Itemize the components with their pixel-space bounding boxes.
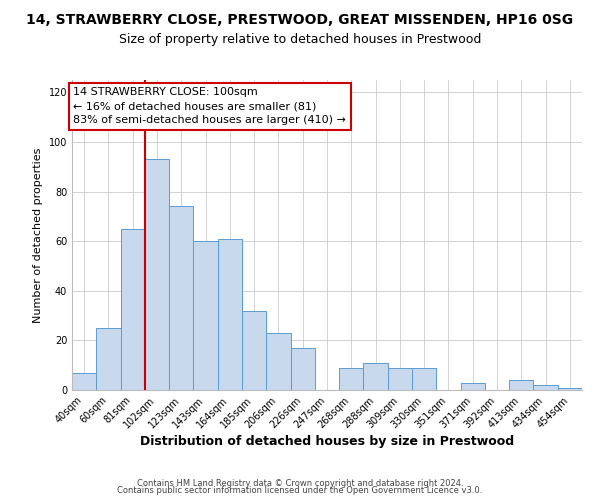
Bar <box>533 385 558 390</box>
Text: Size of property relative to detached houses in Prestwood: Size of property relative to detached ho… <box>119 32 481 46</box>
Bar <box>339 368 364 390</box>
Bar <box>169 206 193 390</box>
Bar <box>290 348 315 390</box>
Bar <box>509 380 533 390</box>
Text: Contains public sector information licensed under the Open Government Licence v3: Contains public sector information licen… <box>118 486 482 495</box>
Bar <box>461 382 485 390</box>
Bar <box>266 333 290 390</box>
X-axis label: Distribution of detached houses by size in Prestwood: Distribution of detached houses by size … <box>140 436 514 448</box>
Bar <box>145 160 169 390</box>
Y-axis label: Number of detached properties: Number of detached properties <box>33 148 43 322</box>
Text: 14 STRAWBERRY CLOSE: 100sqm
← 16% of detached houses are smaller (81)
83% of sem: 14 STRAWBERRY CLOSE: 100sqm ← 16% of det… <box>73 88 346 126</box>
Bar <box>96 328 121 390</box>
Bar <box>388 368 412 390</box>
Bar <box>193 241 218 390</box>
Bar <box>218 238 242 390</box>
Bar <box>364 362 388 390</box>
Bar <box>121 229 145 390</box>
Bar <box>242 310 266 390</box>
Text: Contains HM Land Registry data © Crown copyright and database right 2024.: Contains HM Land Registry data © Crown c… <box>137 478 463 488</box>
Bar <box>412 368 436 390</box>
Bar <box>558 388 582 390</box>
Bar <box>72 372 96 390</box>
Text: 14, STRAWBERRY CLOSE, PRESTWOOD, GREAT MISSENDEN, HP16 0SG: 14, STRAWBERRY CLOSE, PRESTWOOD, GREAT M… <box>26 12 574 26</box>
